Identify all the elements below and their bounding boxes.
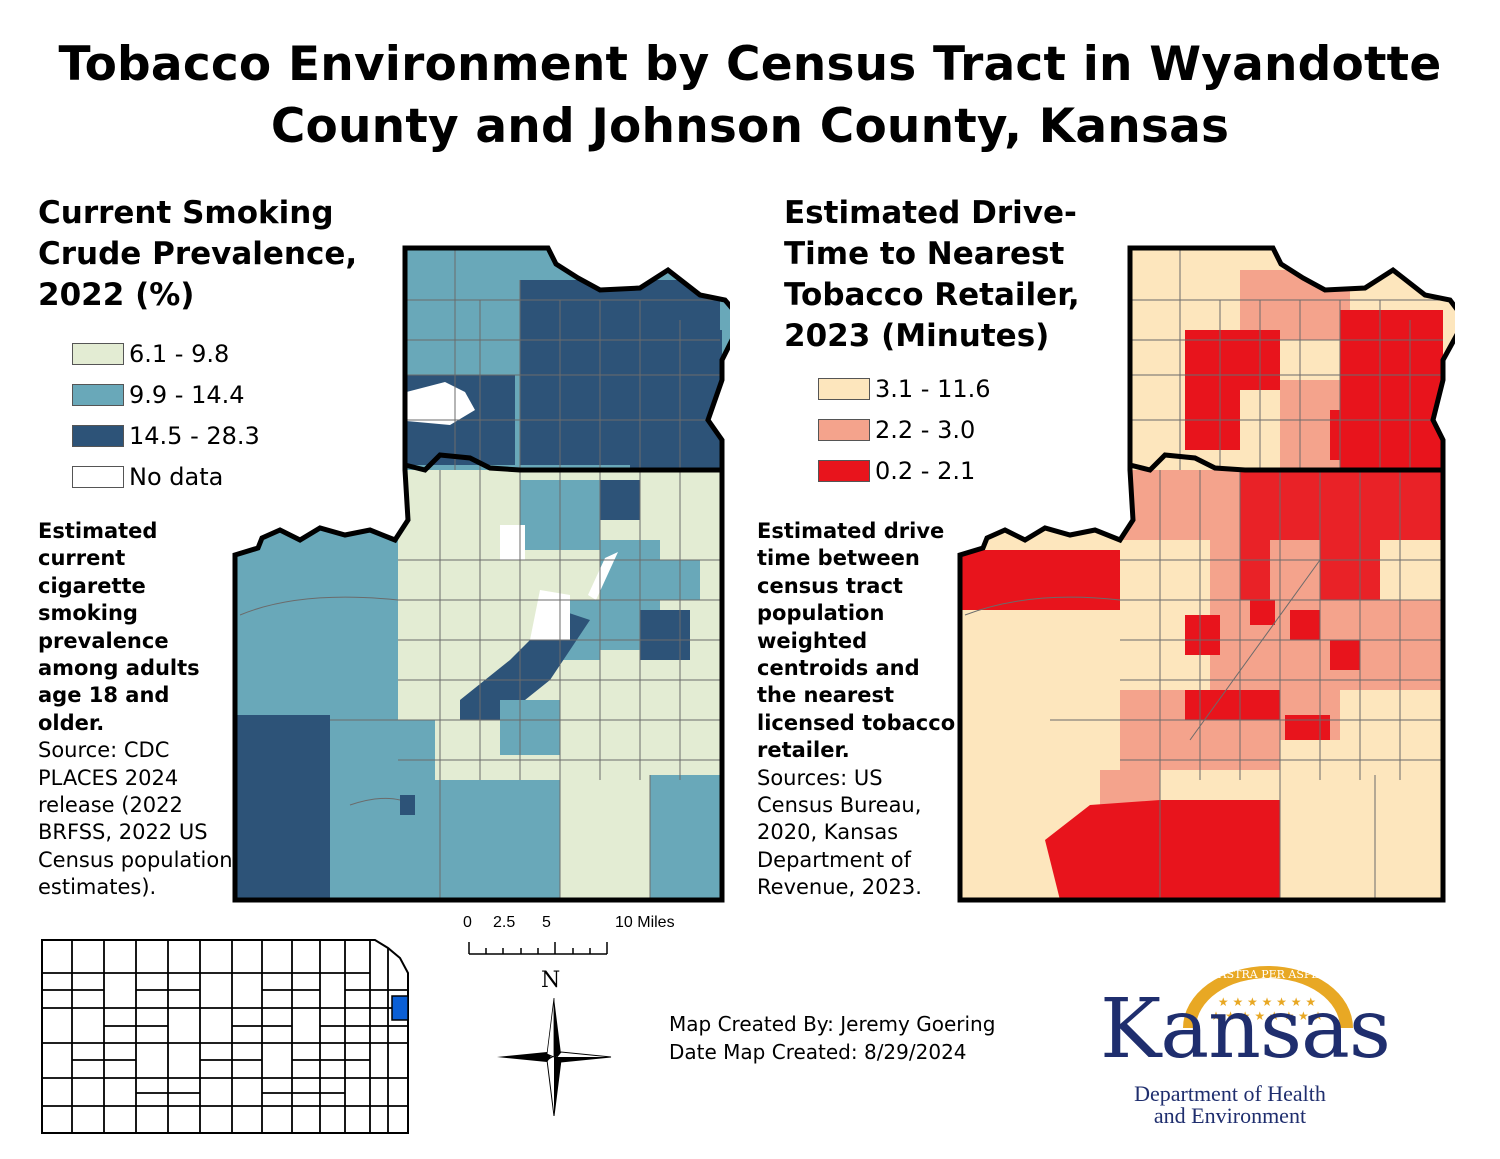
map-credit: Map Created By: Jeremy Goering Date Map …	[669, 1012, 996, 1064]
compass-rose-icon	[497, 997, 612, 1117]
description-source: Source: CDC PLACES 2024 release (2022 BR…	[38, 738, 233, 900]
legend-item: 6.1 - 9.8	[72, 333, 260, 374]
legend-label: 3.1 - 11.6	[875, 374, 991, 403]
logo-motto: AD ASTRA PER ASPERA	[1197, 968, 1336, 981]
kdhe-logo-emblem: ★ ★ ★ ★ ★ ★ ★ ★ ★ ★ ★ ★ ★ ★ ★ AD ASTRA P…	[1183, 966, 1353, 1028]
legend-label: 9.9 - 14.4	[129, 380, 245, 409]
legend-item: No data	[72, 456, 260, 497]
legend-item: 3.1 - 11.6	[818, 368, 991, 409]
north-arrow: N	[495, 968, 613, 1118]
legend-label: No data	[129, 462, 224, 491]
legend-swatch	[72, 383, 124, 406]
legend-label: 0.2 - 2.1	[875, 456, 976, 485]
left-description: Estimated current cigarette smoking prev…	[38, 518, 238, 902]
legend-item: 0.2 - 2.1	[818, 450, 991, 491]
scale-label: 2.5	[493, 914, 516, 931]
legend-swatch	[818, 459, 870, 482]
legend-item: 2.2 - 3.0	[818, 409, 991, 450]
scale-bar-ticks	[468, 942, 608, 955]
legend-swatch	[72, 424, 124, 447]
logo-name: Kansas	[1100, 982, 1391, 1077]
kansas-locator-map	[41, 939, 409, 1134]
logo-department: Department of Health and Environment	[1134, 1081, 1326, 1128]
svg-text:★ ★ ★ ★ ★ ★ ★ ★: ★ ★ ★ ★ ★ ★ ★ ★	[1211, 1009, 1324, 1023]
right-description: Estimated drive time between census trac…	[757, 518, 957, 902]
scale-bar: 0 2.5 5 10 Miles	[455, 912, 695, 962]
legend-item: 14.5 - 28.3	[72, 415, 260, 456]
scale-label: 0	[463, 914, 472, 931]
legend-swatch	[818, 418, 870, 441]
svg-text:★ ★ ★ ★ ★ ★ ★: ★ ★ ★ ★ ★ ★ ★	[1218, 995, 1316, 1009]
map-title: Tobacco Environment by Census Tract in W…	[58, 37, 1442, 154]
legend-swatch	[72, 342, 124, 365]
legend-item: 9.9 - 14.4	[72, 374, 260, 415]
drive-time-map	[957, 245, 1455, 903]
right-panel-title: Estimated Drive- Time to Nearest Tobacco…	[784, 195, 1080, 354]
north-label: N	[541, 968, 561, 993]
legend-label: 2.2 - 3.0	[875, 415, 976, 444]
legend-label: 14.5 - 28.3	[129, 421, 260, 450]
left-panel-title: Current Smoking Crude Prevalence, 2022 (…	[38, 195, 358, 313]
description-source: Sources: US Census Bureau, 2020, Kansas …	[757, 765, 922, 900]
scale-label: 5	[542, 914, 551, 931]
smoking-prevalence-map	[232, 245, 730, 903]
left-legend: 6.1 - 9.8 9.9 - 14.4 14.5 - 28.3 No data	[72, 333, 260, 497]
legend-swatch	[818, 377, 870, 400]
scale-label: 10 Miles	[615, 914, 675, 931]
legend-label: 6.1 - 9.8	[129, 339, 230, 368]
right-legend: 3.1 - 11.6 2.2 - 3.0 0.2 - 2.1	[818, 368, 991, 491]
legend-swatch	[72, 465, 124, 488]
description-heading: Estimated current cigarette smoking prev…	[38, 519, 200, 735]
description-heading: Estimated drive time between census trac…	[757, 519, 956, 763]
